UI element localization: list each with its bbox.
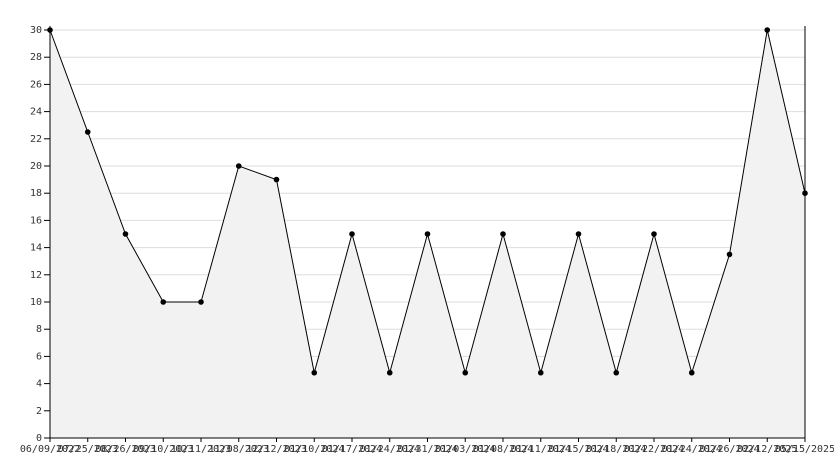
x-tick-label: 07/25/2023 bbox=[58, 444, 118, 455]
y-tick-label: 22 bbox=[30, 134, 42, 145]
point bbox=[764, 27, 771, 33]
point bbox=[273, 176, 280, 183]
x-tick-label: 06/09/2022 bbox=[20, 444, 80, 455]
point bbox=[160, 299, 167, 305]
x-tick-label: 10/11/2023 bbox=[171, 444, 231, 455]
x-tick-label: 01/08/2024 bbox=[473, 444, 533, 455]
x-tick-label: 01/17/2024 bbox=[322, 444, 382, 455]
point bbox=[311, 369, 318, 376]
y-tick-label: 12 bbox=[30, 270, 42, 281]
x-tick-label: 01/31/2024 bbox=[397, 444, 457, 455]
point bbox=[424, 231, 431, 237]
y-tick-label: 18 bbox=[30, 188, 42, 199]
y-tick-label: 24 bbox=[30, 107, 42, 118]
x-tick-label: 09/10/2023 bbox=[133, 444, 193, 455]
point bbox=[198, 299, 204, 305]
y-tick-label: 14 bbox=[30, 243, 42, 254]
y-tick-label: 30 bbox=[30, 25, 42, 36]
point bbox=[462, 369, 469, 376]
x-tick-label: 11/08/2023 bbox=[209, 444, 269, 455]
x-tick-label: 01/03/2024 bbox=[435, 444, 495, 455]
x-tick-label: 01/24/2024 bbox=[662, 444, 722, 455]
y-tick-label: 8 bbox=[36, 324, 42, 335]
x-tick-label: 01/22/2024 bbox=[624, 444, 684, 455]
point bbox=[726, 251, 733, 258]
point bbox=[537, 369, 544, 376]
x-tick-label: 01/11/2024 bbox=[511, 444, 571, 455]
point bbox=[386, 369, 393, 376]
y-tick-label: 10 bbox=[30, 297, 42, 308]
x-tick-label: 01/26/2024 bbox=[699, 444, 759, 455]
point bbox=[651, 231, 657, 237]
y-tick-label: 0 bbox=[36, 433, 42, 444]
y-tick-label: 28 bbox=[30, 52, 42, 63]
point bbox=[84, 129, 91, 135]
point bbox=[575, 231, 582, 237]
y-tick-label: 4 bbox=[36, 379, 42, 390]
point bbox=[235, 163, 242, 169]
point bbox=[688, 369, 695, 376]
point bbox=[349, 231, 355, 237]
x-tick-label: 01/10/2024 bbox=[284, 444, 344, 455]
x-tick-label: 02/12/2025 bbox=[737, 444, 797, 455]
x-tick-label: 01/24/2024 bbox=[360, 444, 420, 455]
x-tick-label: 01/18/2024 bbox=[586, 444, 646, 455]
y-tick-label: 20 bbox=[30, 161, 42, 172]
x-tick-label: 01/15/2024 bbox=[548, 444, 608, 455]
y-tick-label: 16 bbox=[30, 215, 42, 226]
y-tick-label: 6 bbox=[36, 351, 42, 362]
y-tick-label: 26 bbox=[30, 79, 42, 90]
point bbox=[613, 369, 620, 376]
point bbox=[500, 231, 506, 237]
x-tick-label: 08/26/2023 bbox=[95, 444, 155, 455]
point bbox=[122, 231, 129, 237]
x-tick-label: 05/15/2025 bbox=[775, 444, 834, 455]
y-tick-label: 2 bbox=[36, 406, 42, 417]
x-tick-label: 12/12/2023 bbox=[246, 444, 306, 455]
